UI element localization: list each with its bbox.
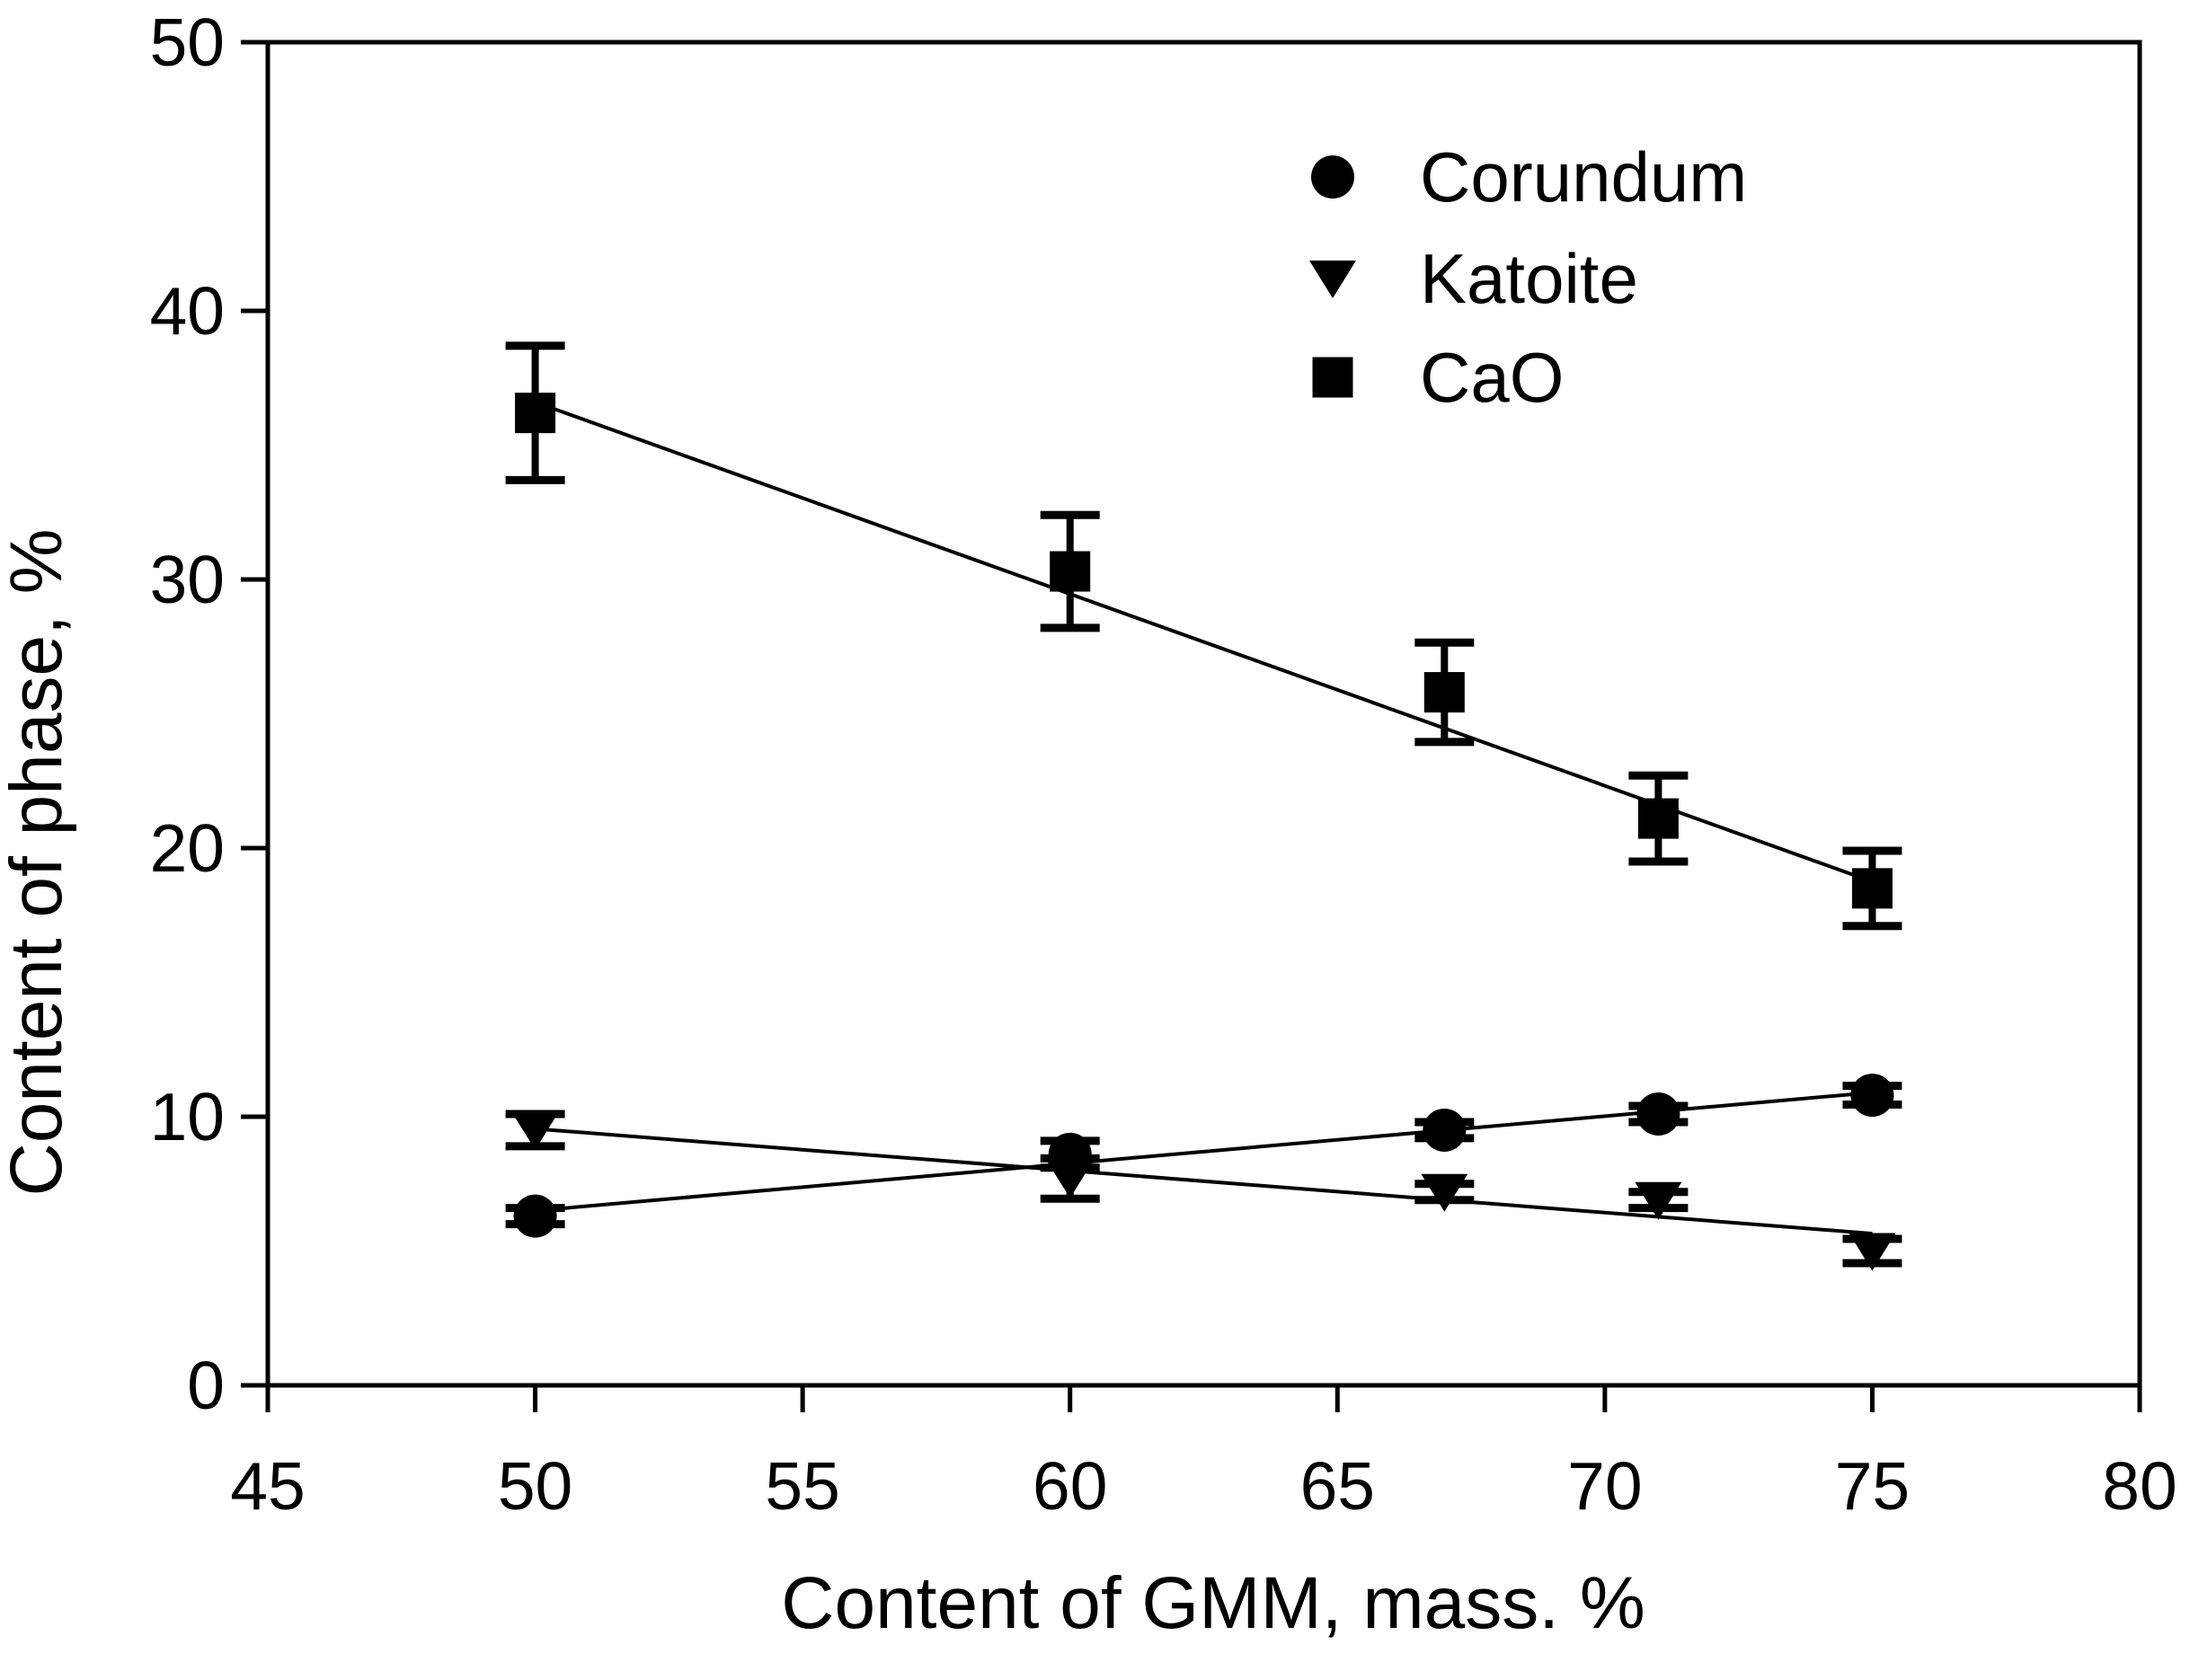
legend-label-corundum: Corundum xyxy=(1420,137,1747,217)
y-tick-label-30: 30 xyxy=(150,542,225,617)
legend-item-katoite: Katoite xyxy=(1309,239,1638,318)
legend-item-corundum: Corundum xyxy=(1311,137,1747,217)
circle-legend-marker-icon xyxy=(1311,155,1354,199)
x-tick-label-55: 55 xyxy=(765,1448,839,1524)
katoite-trend-line xyxy=(535,1127,1873,1236)
katoite-point xyxy=(1635,1181,1682,1220)
series-cao xyxy=(505,341,1902,931)
legend-label-katoite: Katoite xyxy=(1420,239,1638,318)
y-axis-title: Content of phase, % xyxy=(0,528,77,1196)
x-tick-label-65: 65 xyxy=(1300,1448,1375,1524)
corundum-point xyxy=(1423,1108,1467,1152)
x-tick-label-80: 80 xyxy=(2102,1448,2177,1524)
y-tick-label-40: 40 xyxy=(150,273,225,349)
legend-item-cao: CaO xyxy=(1312,338,1564,417)
katoite-point xyxy=(1421,1173,1468,1212)
katoite-point xyxy=(1046,1160,1094,1198)
katoite-point xyxy=(1849,1233,1896,1271)
corundum-point xyxy=(1850,1074,1894,1118)
triangle-down-legend-marker-icon xyxy=(1309,261,1356,298)
x-tick-label-70: 70 xyxy=(1567,1448,1642,1524)
y-axis-ticks: 0 10 20 30 40 50 xyxy=(150,4,268,1423)
x-tick-label-50: 50 xyxy=(498,1448,572,1524)
y-tick-label-0: 0 xyxy=(187,1348,225,1423)
x-tick-label-75: 75 xyxy=(1835,1448,1910,1524)
cao-point xyxy=(1637,798,1679,839)
cao-point xyxy=(1423,672,1465,713)
y-tick-label-10: 10 xyxy=(150,1079,225,1154)
x-tick-label-45: 45 xyxy=(230,1448,305,1524)
legend-label-cao: CaO xyxy=(1420,338,1564,417)
y-tick-label-50: 50 xyxy=(150,4,225,80)
katoite-point xyxy=(511,1111,559,1150)
cao-point xyxy=(1851,868,1893,909)
x-axis-ticks: 45 50 55 60 65 70 75 80 xyxy=(230,1385,2177,1524)
x-tick-label-60: 60 xyxy=(1033,1448,1107,1524)
data-series xyxy=(505,341,1902,1271)
cao-point xyxy=(1050,551,1091,592)
x-axis-title: Content of GMM, mass. % xyxy=(781,1562,1645,1644)
series-katoite xyxy=(505,1110,1902,1271)
corundum-point xyxy=(1636,1092,1680,1136)
corundum-point xyxy=(513,1194,557,1238)
plot-frame xyxy=(265,40,2142,1388)
y-tick-label-20: 20 xyxy=(150,810,225,886)
series-corundum xyxy=(505,1074,1902,1238)
square-legend-marker-icon xyxy=(1312,357,1353,398)
legend: Corundum Katoite CaO xyxy=(1309,137,1747,417)
cao-point xyxy=(515,393,556,434)
